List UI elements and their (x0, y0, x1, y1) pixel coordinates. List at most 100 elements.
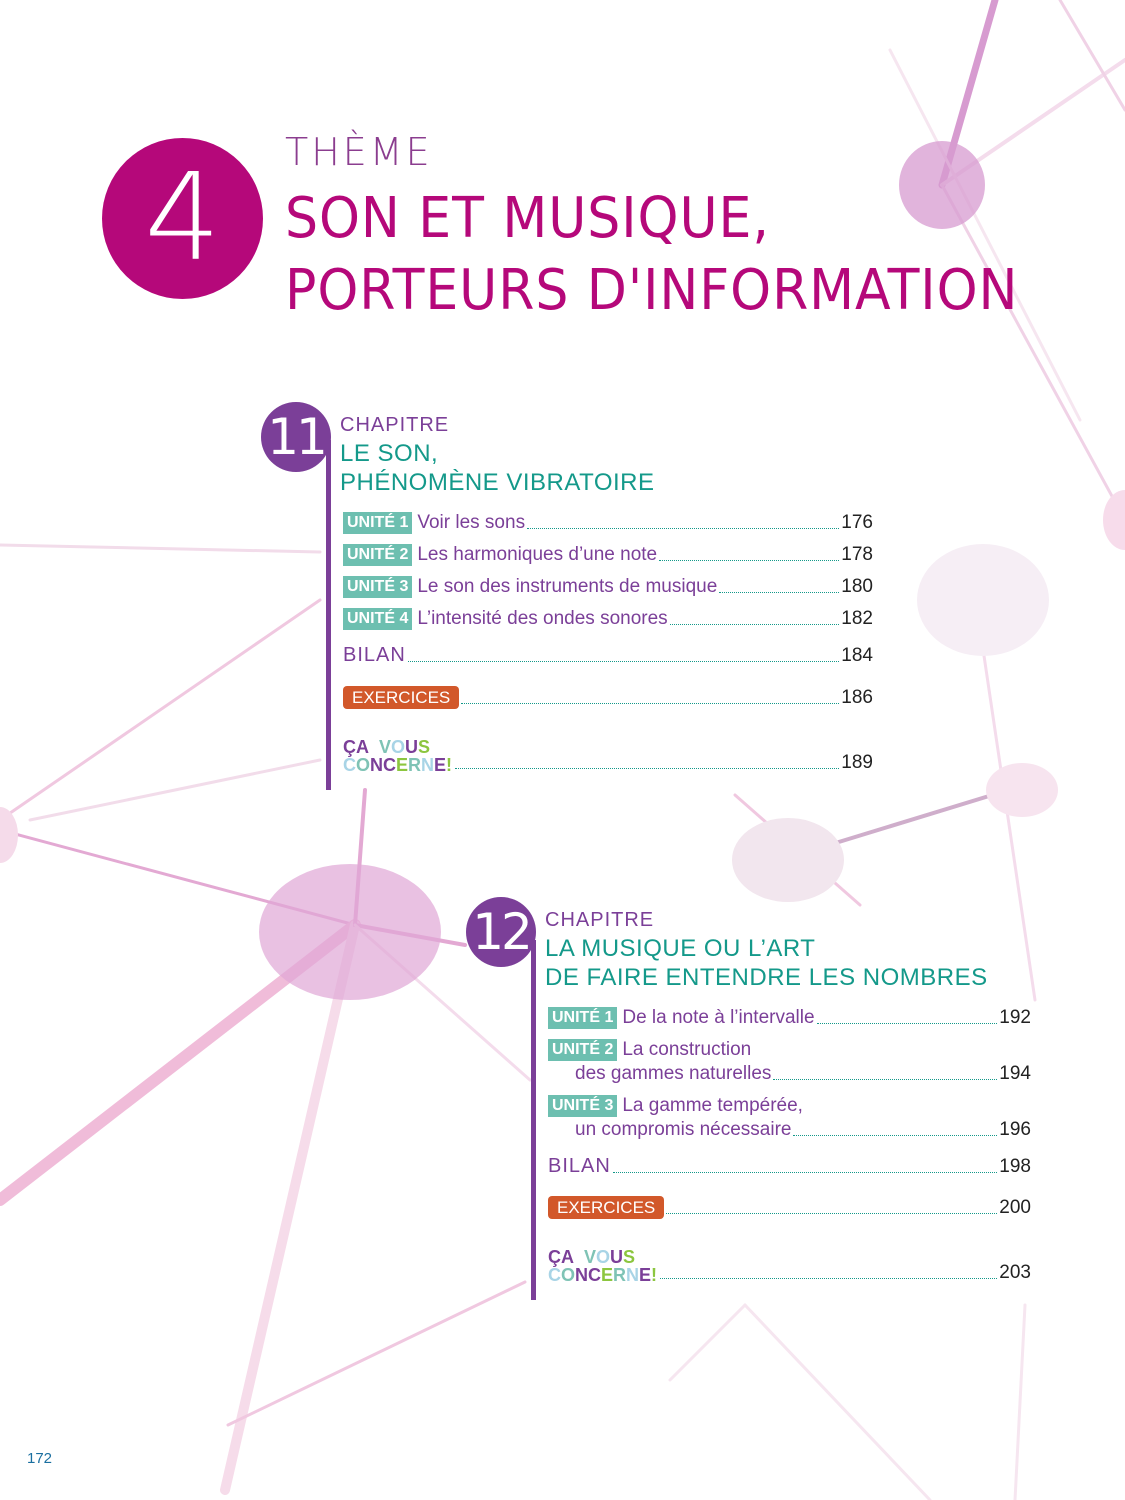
chapter-title-line2: PHÉNOMÈNE VIBRATOIRE (340, 469, 655, 496)
page-number: 182 (841, 608, 873, 629)
logo-letter: E (639, 1265, 652, 1285)
theme-number-badge: 4 (102, 138, 263, 299)
toc-entry-unit[interactable]: UNITÉ 2 Les harmoniques d’une note 178 (343, 544, 873, 566)
unit-badge: UNITÉ 3 (343, 576, 413, 598)
logo-letter (369, 738, 379, 756)
logo-letter (574, 1248, 584, 1266)
logo-letter: E (601, 1265, 614, 1285)
unit-title: Le son des instruments de musique (417, 576, 718, 597)
toc-entry-ca-vous-concerne[interactable]: ÇA VOUS CONCERNE! 203 (548, 1248, 1031, 1284)
logo-letter: V (379, 737, 392, 757)
page-number: 196 (999, 1119, 1031, 1140)
dotted-leader (660, 1278, 998, 1279)
chapter-title-line1: LE SON, (340, 440, 439, 467)
dotted-leader (407, 661, 840, 662)
logo-letter: S (418, 737, 431, 757)
logo-letter: A (356, 737, 369, 757)
toc-entry-bilan[interactable]: BILAN 184 (343, 644, 873, 667)
unit-title: De la note à l’intervalle (622, 1007, 815, 1028)
dotted-leader (816, 1023, 998, 1024)
dotted-leader (793, 1135, 998, 1136)
page-number: 203 (999, 1262, 1031, 1283)
unit-line2: des gammes naturelles 194 (548, 1063, 1031, 1085)
toc-entry-unit[interactable]: UNITÉ 3 Le son des instruments de musique… (343, 576, 873, 598)
dotted-leader (659, 560, 840, 561)
theme-title-line2: PORTEURS D'INFORMATION (285, 258, 1019, 323)
bilan-label: BILAN (548, 1155, 611, 1177)
logo-letter: C (548, 1265, 561, 1285)
toc-entry-exercices[interactable]: EXERCICES 200 (548, 1196, 1031, 1219)
page-number: 200 (999, 1197, 1031, 1218)
logo-letter: R (613, 1265, 627, 1285)
page-number: 176 (841, 512, 873, 533)
theme-title: SON ET MUSIQUE, PORTEURS D'INFORMATION (285, 183, 1018, 327)
page-number: 184 (841, 645, 873, 666)
unit-line2: un compromis nécessaire 196 (548, 1119, 1031, 1141)
unit-line1: UNITÉ 3 La gamme tempérée, (548, 1095, 1031, 1117)
dotted-leader (461, 703, 840, 704)
bilan-label: BILAN (343, 644, 406, 666)
dotted-leader (455, 768, 840, 769)
logo-letter: O (596, 1247, 611, 1267)
chapter-number: 12 (472, 903, 533, 961)
logo-letter: S (623, 1247, 636, 1267)
logo-letter: A (561, 1247, 574, 1267)
toc-entry-ca-vous-concerne[interactable]: ÇA VOUS CONCERNE! 189 (343, 738, 873, 774)
page-number: 194 (999, 1063, 1031, 1084)
chapter-label: CHAPITRE (545, 909, 655, 931)
chapter-title[interactable]: LE SON, PHÉNOMÈNE VIBRATOIRE (340, 439, 655, 497)
logo-letter: Ç (343, 737, 356, 757)
unit-badge: UNITÉ 1 (548, 1007, 618, 1029)
dotted-leader (527, 528, 840, 529)
unit-badge: UNITÉ 2 (343, 544, 413, 566)
toc-entry-exercices[interactable]: EXERCICES 186 (343, 686, 873, 709)
chapter-number-badge: 11 (261, 402, 331, 472)
unit-title: La gamme tempérée, (622, 1095, 803, 1116)
logo-letter: R (408, 755, 422, 775)
toc-entry-bilan[interactable]: BILAN 198 (548, 1155, 1031, 1178)
logo-letter: E (396, 755, 409, 775)
logo-letter: N (370, 755, 384, 775)
logo-letter: O (391, 737, 406, 757)
logo-letter: U (610, 1247, 624, 1267)
toc-entry-unit[interactable]: UNITÉ 1 De la note à l’intervalle 192 (548, 1007, 1031, 1029)
logo-letter: V (584, 1247, 597, 1267)
unit-badge: UNITÉ 4 (343, 608, 413, 630)
toc-entry-unit[interactable]: UNITÉ 3 La gamme tempérée, un compromis né… (548, 1095, 1031, 1141)
ca-vous-concerne-logo: ÇA VOUS CONCERNE! (548, 1248, 658, 1284)
dotted-leader (773, 1079, 998, 1080)
unit-title-continued: un compromis nécessaire (575, 1119, 792, 1140)
toc-entry-unit[interactable]: UNITÉ 2 La construction des gammes naturel… (548, 1039, 1031, 1085)
logo-letter: Ç (548, 1247, 561, 1267)
unit-badge: UNITÉ 1 (343, 512, 413, 534)
logo-letter: N (575, 1265, 589, 1285)
exercices-badge: EXERCICES (548, 1196, 665, 1219)
chapter-vertical-bar (326, 440, 331, 790)
page-number: 186 (841, 687, 873, 708)
page-number: 180 (841, 576, 873, 597)
page-number: 192 (999, 1007, 1031, 1028)
theme-number: 4 (144, 148, 221, 288)
theme-label: THÈME (285, 130, 433, 174)
logo-letter: ! (651, 1265, 658, 1285)
toc-entry-unit[interactable]: UNITÉ 4 L’intensité des ondes sonores 182 (343, 608, 873, 630)
chapter-title[interactable]: LA MUSIQUE OU L’ART DE FAIRE ENTENDRE LES… (545, 934, 988, 992)
page-number: 172 (27, 1450, 53, 1467)
unit-title: Voir les sons (417, 512, 526, 533)
unit-title: Les harmoniques d’une note (417, 544, 658, 565)
chapter-label: CHAPITRE (340, 414, 450, 436)
chapter-vertical-bar (531, 940, 536, 1300)
logo-letter: O (356, 755, 371, 775)
page-number: 198 (999, 1156, 1031, 1177)
logo-letter: U (405, 737, 419, 757)
dotted-leader (719, 592, 840, 593)
logo-letter: C (383, 755, 397, 775)
ca-vous-concerne-logo: ÇA VOUS CONCERNE! (343, 738, 453, 774)
unit-title: La construction (622, 1039, 752, 1060)
unit-title-wrap: UNITÉ 2 La construction des gammes naturel… (548, 1039, 1031, 1085)
unit-title-continued: des gammes naturelles (575, 1063, 772, 1084)
chapter-number-badge: 12 (466, 897, 536, 967)
page-number: 189 (841, 752, 873, 773)
page-number: 178 (841, 544, 873, 565)
toc-entry-unit[interactable]: UNITÉ 1 Voir les sons 176 (343, 512, 873, 534)
